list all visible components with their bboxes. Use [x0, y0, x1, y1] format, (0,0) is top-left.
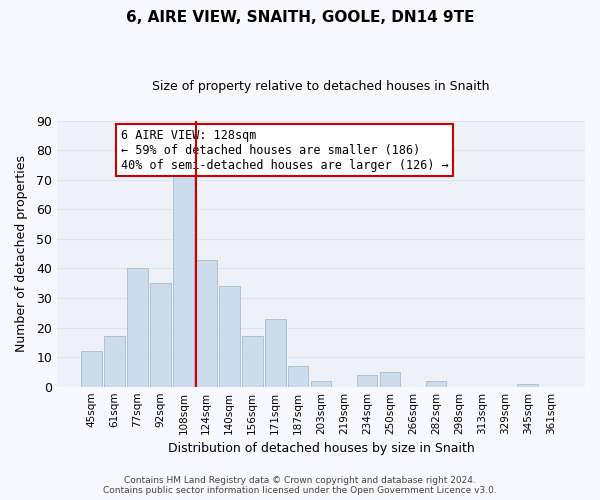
- Text: 6, AIRE VIEW, SNAITH, GOOLE, DN14 9TE: 6, AIRE VIEW, SNAITH, GOOLE, DN14 9TE: [126, 10, 474, 25]
- Title: Size of property relative to detached houses in Snaith: Size of property relative to detached ho…: [152, 80, 490, 93]
- Text: Contains HM Land Registry data © Crown copyright and database right 2024.
Contai: Contains HM Land Registry data © Crown c…: [103, 476, 497, 495]
- Bar: [127, 268, 148, 386]
- Bar: [219, 286, 239, 386]
- Bar: [265, 318, 286, 386]
- Bar: [288, 366, 308, 386]
- Text: 6 AIRE VIEW: 128sqm
← 59% of detached houses are smaller (186)
40% of semi-detac: 6 AIRE VIEW: 128sqm ← 59% of detached ho…: [121, 128, 448, 172]
- Bar: [104, 336, 125, 386]
- Bar: [425, 381, 446, 386]
- Bar: [517, 384, 538, 386]
- Bar: [311, 381, 331, 386]
- Bar: [242, 336, 263, 386]
- Bar: [150, 283, 171, 387]
- Bar: [173, 171, 194, 386]
- Bar: [356, 375, 377, 386]
- Bar: [380, 372, 400, 386]
- Bar: [81, 351, 102, 386]
- X-axis label: Distribution of detached houses by size in Snaith: Distribution of detached houses by size …: [168, 442, 475, 455]
- Bar: [196, 260, 217, 386]
- Y-axis label: Number of detached properties: Number of detached properties: [15, 155, 28, 352]
